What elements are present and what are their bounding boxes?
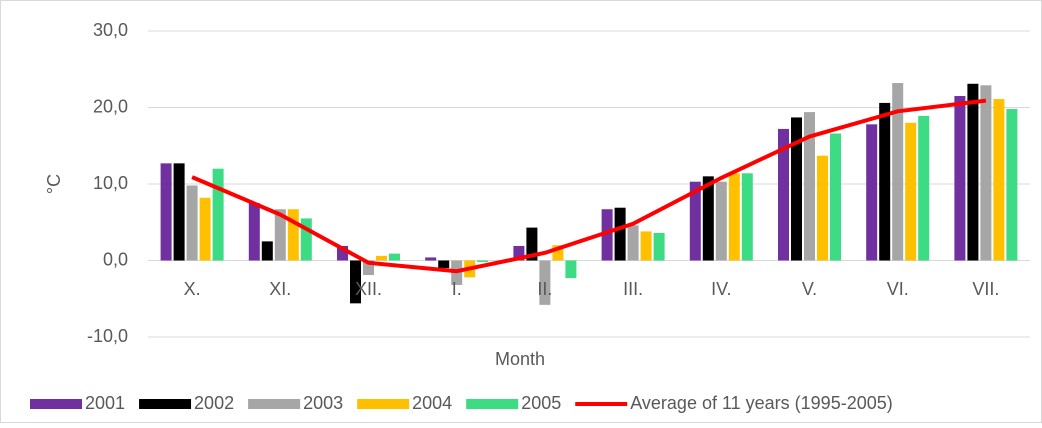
bar — [702, 176, 714, 261]
bar — [892, 83, 904, 261]
bar — [526, 227, 538, 261]
legend-swatch — [466, 399, 519, 409]
x-tick-label: VI. — [887, 279, 909, 299]
legend-label: Average of 11 years (1995-2005) — [630, 393, 893, 413]
x-tick-label: VII. — [972, 279, 999, 299]
legend-swatch — [30, 399, 82, 409]
bar — [438, 260, 450, 269]
bar — [817, 155, 828, 261]
legend-label: 2004 — [412, 393, 452, 413]
y-tick-label: 10,0 — [93, 173, 128, 193]
bar — [804, 112, 815, 261]
x-tick-label: IV. — [711, 279, 731, 299]
bar — [287, 209, 299, 261]
bar — [627, 225, 639, 261]
bar — [552, 245, 564, 261]
bar — [980, 85, 992, 261]
legend-swatch — [139, 399, 192, 409]
bar — [791, 117, 802, 261]
bar — [830, 133, 841, 261]
x-tick-label: III. — [623, 279, 643, 299]
bar — [653, 232, 665, 261]
bar — [1006, 109, 1018, 261]
line — [191, 98, 987, 274]
x-tick-label: V. — [802, 279, 817, 299]
bar — [918, 115, 930, 261]
y-tick-label: -10,0 — [87, 326, 128, 346]
bar — [248, 203, 260, 261]
x-tick-label: I. — [452, 279, 462, 299]
bar — [300, 218, 312, 261]
bar — [425, 257, 437, 261]
bar — [376, 255, 387, 261]
y-axis-title: °C — [44, 174, 64, 194]
legend-label: 2002 — [194, 393, 234, 413]
bar — [160, 163, 172, 261]
bar — [477, 260, 489, 263]
bar — [954, 96, 966, 261]
bar — [728, 173, 740, 261]
x-tick-label: XII. — [355, 279, 382, 299]
legend-label: 2001 — [85, 393, 125, 413]
bar — [689, 181, 701, 261]
legend-swatch — [357, 399, 410, 409]
bar — [879, 102, 891, 261]
legend-label: 2003 — [303, 393, 343, 413]
bar — [778, 128, 789, 261]
bar — [866, 124, 878, 261]
bar — [363, 260, 374, 276]
y-tick-label: 30,0 — [93, 20, 128, 40]
bar — [261, 241, 273, 261]
bar — [539, 260, 551, 305]
y-tick-label: 0,0 — [103, 249, 128, 269]
bar — [715, 181, 727, 261]
bar — [212, 168, 224, 261]
bar — [337, 245, 348, 261]
x-axis-title: Month — [495, 349, 545, 369]
bar — [741, 173, 753, 261]
bar — [640, 231, 652, 261]
legend-label: 2005 — [521, 393, 561, 413]
bar — [186, 185, 198, 261]
bar — [173, 163, 185, 261]
bar — [565, 260, 577, 279]
bar — [199, 197, 211, 261]
x-tick-label: II. — [537, 279, 552, 299]
y-tick-label: 20,0 — [93, 96, 128, 116]
legend-swatch — [248, 399, 301, 409]
x-tick-label: XI. — [269, 279, 291, 299]
bar — [614, 207, 626, 261]
bar — [993, 99, 1005, 261]
bar — [967, 83, 979, 261]
bar — [905, 122, 917, 261]
x-tick-label: X. — [184, 279, 201, 299]
bar — [513, 245, 525, 261]
bar — [389, 253, 400, 261]
bar — [350, 260, 361, 304]
bar — [601, 209, 613, 261]
bar — [274, 209, 286, 261]
